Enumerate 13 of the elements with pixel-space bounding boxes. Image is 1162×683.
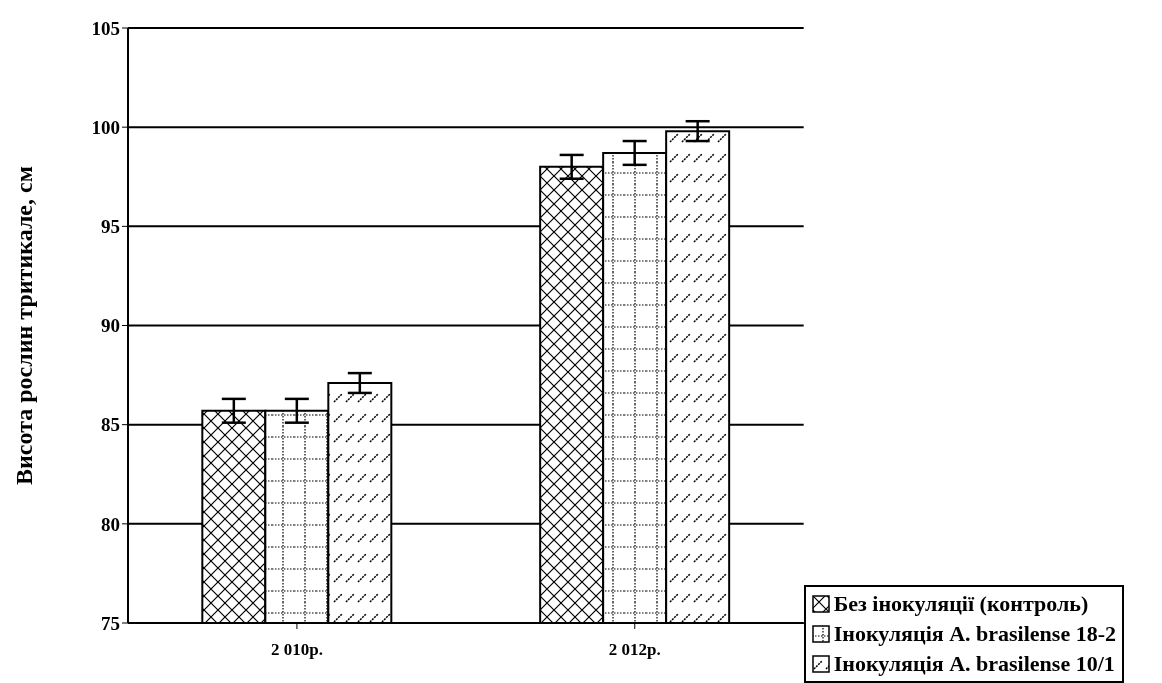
y-tick-label: 95 — [101, 216, 120, 238]
y-tick-label: 80 — [101, 513, 120, 535]
x-tick-label: 2 010р. — [270, 640, 323, 660]
legend-label: Інокуляція A. brasilense 10/1 — [833, 650, 1115, 678]
x-tick-label: 2 012р. — [608, 640, 661, 660]
y-tick-label: 105 — [91, 17, 120, 39]
y-tick-label: 75 — [101, 612, 120, 634]
y-axis-title: Висота рослин тритикале, см — [10, 165, 37, 486]
y-tick-label: 100 — [91, 116, 120, 138]
legend-label: Без інокуляції (контроль) — [833, 590, 1089, 618]
legend-label: Інокуляція A. brasilense 18-2 — [833, 620, 1116, 648]
y-tick-label: 90 — [101, 315, 120, 337]
y-tick-label: 85 — [101, 414, 120, 436]
